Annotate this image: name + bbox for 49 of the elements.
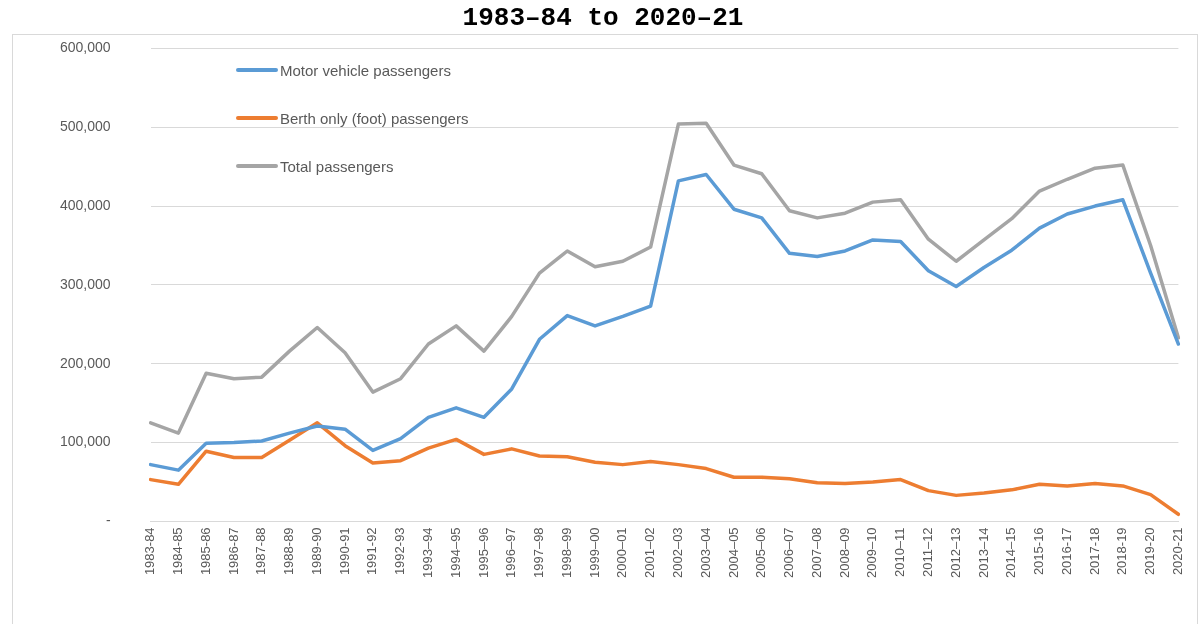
x-tick-label: 1991-92 (364, 527, 380, 576)
x-tick-label: 2005–06 (753, 527, 769, 579)
x-tick-label: 2008–09 (836, 527, 852, 579)
y-tick-label: 100,000 (60, 433, 111, 450)
x-tick-label: 2016-17 (1058, 527, 1074, 576)
x-tick-label: 2010–11 (892, 527, 908, 578)
x-tick-label: 2017-18 (1086, 527, 1102, 576)
x-tick-label: 1990-91 (336, 527, 352, 576)
x-tick-label: 2007–08 (808, 527, 824, 579)
chart-title: 1983–84 to 2020–21 (462, 3, 744, 34)
x-tick-label: 2012–13 (947, 527, 963, 579)
x-tick-label: 1992-93 (392, 527, 408, 576)
legend-label: Total passengers (280, 157, 394, 175)
x-tick-label: 2015-16 (1031, 527, 1047, 576)
x-tick-label: 1999–00 (586, 527, 602, 579)
x-tick-label: 1994–95 (447, 527, 463, 579)
x-tick-label: 1984-85 (169, 527, 185, 576)
x-tick-label: 2019-20 (1142, 527, 1158, 576)
x-tick-label: 2014–15 (1003, 527, 1019, 579)
x-tick-label: 1986-87 (225, 527, 241, 576)
y-tick-label: - (105, 512, 111, 529)
x-tick-label: 1993–94 (419, 527, 435, 579)
x-tick-label: 2006–07 (781, 527, 797, 579)
x-tick-label: 2013–14 (975, 527, 991, 579)
x-tick-label: 2011–12 (919, 527, 935, 578)
y-tick-label: 300,000 (60, 275, 111, 292)
x-tick-label: 2018-19 (1114, 527, 1130, 576)
y-tick-label: 200,000 (60, 354, 111, 371)
legend-label: Motor vehicle passengers (280, 61, 451, 79)
x-tick-label: 2002–03 (669, 527, 685, 579)
y-tick-label: 500,000 (60, 118, 111, 135)
x-tick-label: 2020-21 (1169, 527, 1185, 576)
x-tick-label: 1988-89 (281, 527, 297, 576)
x-tick-label: 1998–99 (558, 527, 574, 579)
x-tick-label: 2009–10 (864, 527, 880, 579)
x-tick-label: 2000–01 (614, 527, 630, 579)
x-tick-label: 1995–96 (475, 527, 491, 579)
y-tick-label: 400,000 (60, 196, 111, 213)
x-tick-label: 2004–05 (725, 527, 741, 579)
legend-label: Berth only (foot) passengers (280, 109, 469, 127)
x-tick-label: 1983-84 (142, 527, 158, 576)
x-tick-label: 2001–02 (642, 527, 658, 579)
y-tick-label: 600,000 (60, 39, 111, 56)
x-tick-label: 1985-86 (197, 527, 213, 576)
x-tick-label: 1989-90 (308, 527, 324, 576)
x-tick-label: 1996–97 (503, 527, 519, 579)
x-tick-label: 1997–98 (531, 527, 547, 579)
x-tick-label: 2003–04 (697, 527, 713, 579)
x-tick-label: 1987-88 (253, 527, 269, 576)
